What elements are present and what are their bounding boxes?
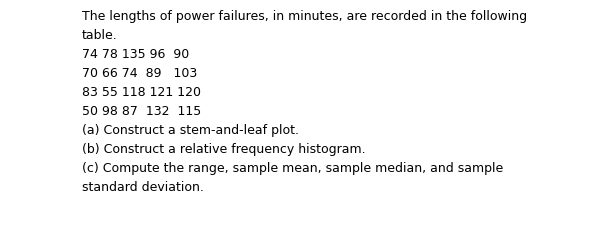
Text: 70 66 74  89   103: 70 66 74 89 103 — [82, 67, 197, 80]
Text: The lengths of power failures, in minutes, are recorded in the following: The lengths of power failures, in minute… — [82, 10, 527, 23]
Text: 74 78 135 96  90: 74 78 135 96 90 — [82, 48, 189, 61]
Text: 83 55 118 121 120: 83 55 118 121 120 — [82, 86, 201, 99]
Text: standard deviation.: standard deviation. — [82, 180, 204, 193]
Text: table.: table. — [82, 29, 118, 42]
Text: (b) Construct a relative frequency histogram.: (b) Construct a relative frequency histo… — [82, 142, 365, 155]
Text: (a) Construct a stem-and-leaf plot.: (a) Construct a stem-and-leaf plot. — [82, 124, 299, 136]
Text: (c) Compute the range, sample mean, sample median, and sample: (c) Compute the range, sample mean, samp… — [82, 161, 503, 174]
Text: 50 98 87  132  115: 50 98 87 132 115 — [82, 105, 201, 117]
